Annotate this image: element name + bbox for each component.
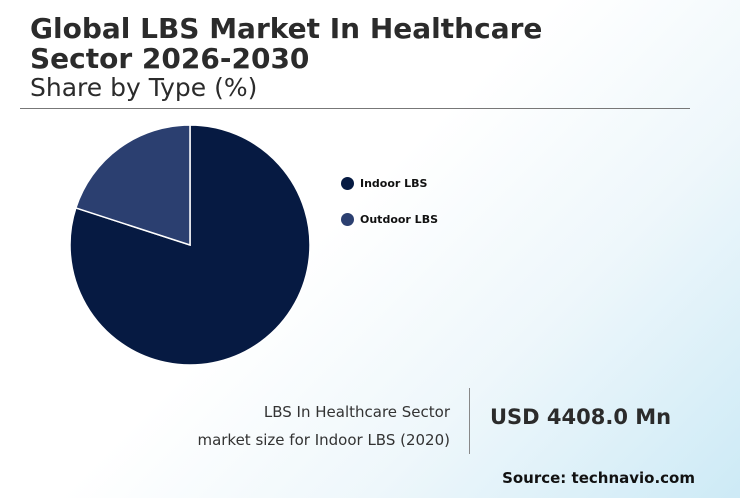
legend-item-indoor-lbs: Indoor LBS <box>341 174 438 192</box>
chart-title: Global LBS Market In Healthcare Sector 2… <box>30 12 543 75</box>
legend-label-outdoor-lbs: Outdoor LBS <box>360 212 438 226</box>
stat-divider <box>469 388 470 454</box>
market-size-label-line2: market size for Indoor LBS (2020) <box>197 431 450 449</box>
legend-swatch-indoor-lbs <box>341 176 354 190</box>
chart-subtitle: Share by Type (%) <box>30 73 258 102</box>
legend-label-indoor-lbs: Indoor LBS <box>360 176 428 190</box>
source-credit: Source: technavio.com <box>502 469 695 487</box>
legend-swatch-outdoor-lbs <box>341 212 354 226</box>
title-divider <box>20 108 690 109</box>
legend-item-outdoor-lbs: Outdoor LBS <box>341 210 438 228</box>
market-size-label-line1: LBS In Healthcare Sector <box>263 403 450 421</box>
pie-slice-outdoor-lbs <box>74 124 191 247</box>
market-size-value: USD 4408.0 Mn <box>490 405 672 429</box>
market-size-label: LBS In Healthcare Sector market size for… <box>197 398 450 454</box>
pie-chart <box>69 124 311 366</box>
chart-legend: Indoor LBS Outdoor LBS <box>341 174 438 246</box>
